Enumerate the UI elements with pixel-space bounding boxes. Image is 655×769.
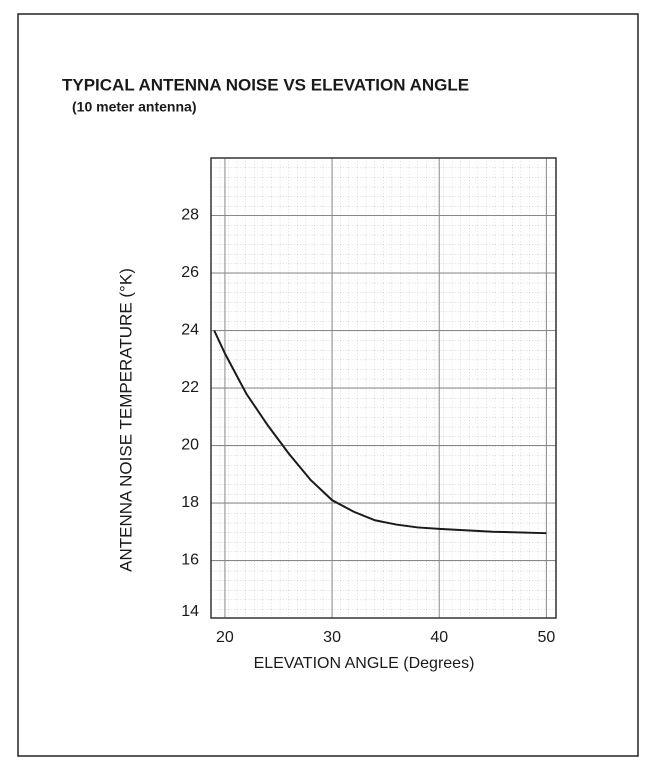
y-tick-label: 20 [181,437,199,454]
y-tick-label: 14 [181,603,199,620]
x-tick-label: 50 [537,629,555,646]
chart-subtitle: (10 meter antenna) [72,99,196,115]
x-tick-label: 30 [323,629,341,646]
x-axis-label: ELEVATION ANGLE (Degrees) [254,655,475,672]
frame [17,13,639,757]
x-tick-label: 20 [216,629,234,646]
y-tick-label: 24 [181,322,199,339]
y-tick-label: 18 [181,494,199,511]
data-line [213,330,547,535]
y-tick-label: 26 [181,264,199,281]
y-tick-label: 16 [181,552,199,569]
y-tick-label: 22 [181,379,199,396]
x-tick-label: 40 [430,629,448,646]
y-axis-label: ANTENNA NOISE TEMPERATURE (°K) [116,268,135,572]
plot-border [210,157,557,619]
y-tick-label: 28 [181,207,199,224]
chart-title: TYPICAL ANTENNA NOISE VS ELEVATION ANGLE [62,75,469,94]
